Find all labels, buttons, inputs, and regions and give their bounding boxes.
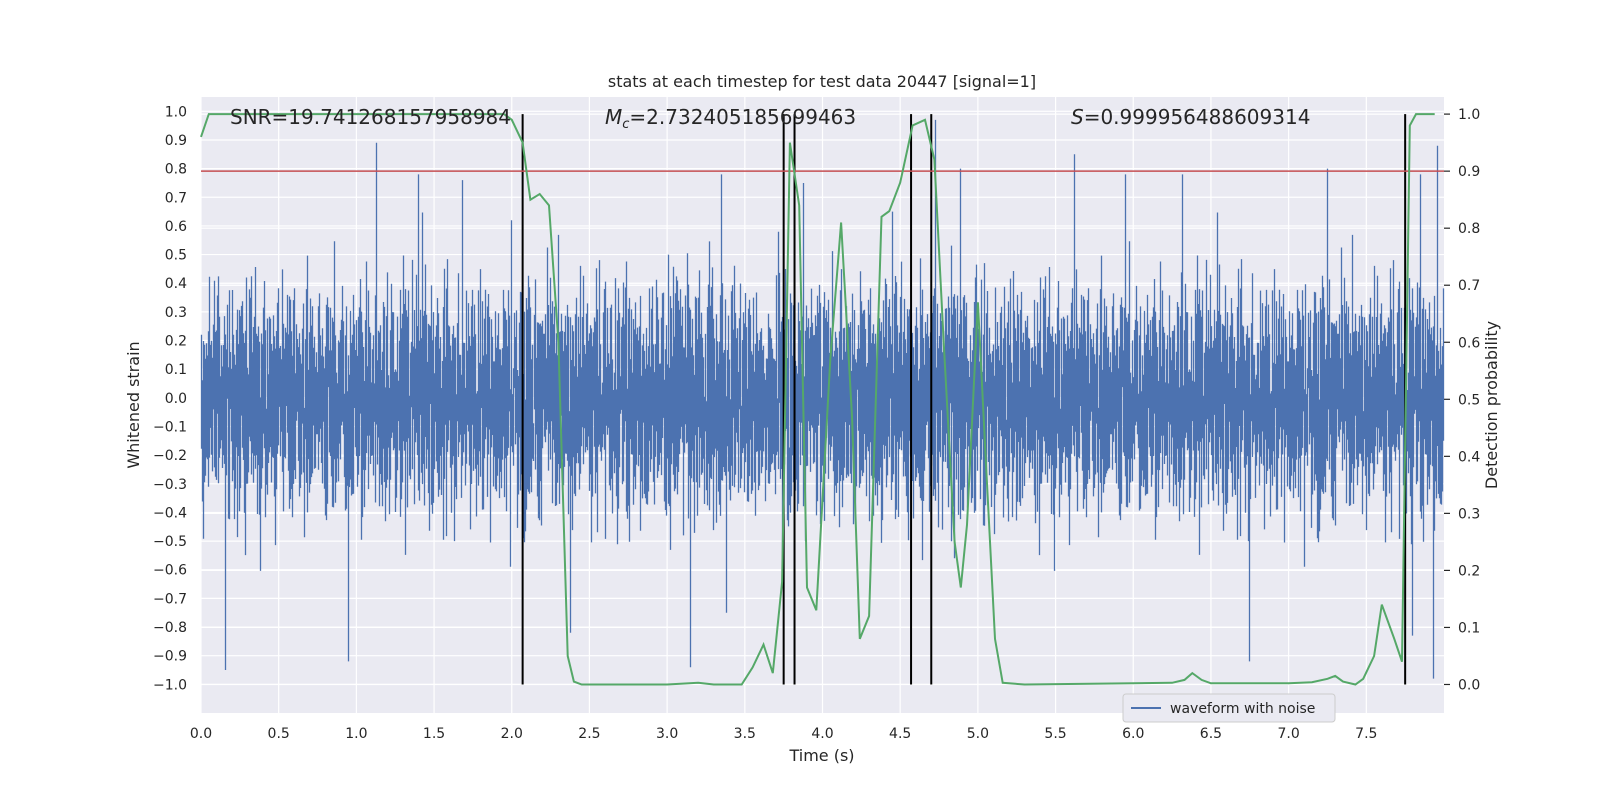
y-tick-label-right: 0.5 xyxy=(1458,392,1480,408)
x-tick-label: 7.0 xyxy=(1277,726,1299,742)
y-axis-label-left: Whitened strain xyxy=(124,341,143,468)
y-tick-label-left: −0.5 xyxy=(153,534,187,550)
legend-box xyxy=(1122,693,1336,723)
x-tick-label: 3.0 xyxy=(656,726,678,742)
x-tick-label: 6.5 xyxy=(1200,726,1222,742)
x-tick-label: 0.5 xyxy=(268,726,290,742)
y-tick-label-left: 0.2 xyxy=(165,334,187,350)
waveform-trace xyxy=(200,119,1445,679)
y-tick-label-left: −0.1 xyxy=(153,419,187,435)
y-tick-label-left: −0.6 xyxy=(153,563,187,579)
x-tick-label: 2.0 xyxy=(501,726,523,742)
y-tick-label-left: 0.6 xyxy=(165,219,187,235)
y-tick-label-left: 1.0 xyxy=(165,104,187,120)
y-tick-label-right: 0.1 xyxy=(1458,620,1480,636)
x-tick-label: 6.0 xyxy=(1122,726,1144,742)
chirp-mass-subscript: c xyxy=(622,117,629,132)
score-value: =0.999956488609314 xyxy=(1084,105,1311,129)
x-tick-label: 1.5 xyxy=(423,726,445,742)
chart-title: stats at each timestep for test data 204… xyxy=(608,72,1036,91)
legend-label-waveform: waveform with noise xyxy=(1170,701,1315,717)
x-tick-label: 2.5 xyxy=(578,726,600,742)
x-tick-label: 7.5 xyxy=(1355,726,1377,742)
score-symbol: S xyxy=(1071,105,1084,129)
detection-probability-series xyxy=(200,113,1435,686)
y-tick-label-left: 0.4 xyxy=(165,276,187,292)
snr-annotation: SNR=19.741268157958984 xyxy=(230,105,511,129)
y-tick-label-left: −0.2 xyxy=(153,448,187,464)
y-axis-label-right: Detection probability xyxy=(1482,321,1501,489)
chirp-mass-value: =2.732405185699463 xyxy=(629,105,856,129)
y-tick-label-left: 0.7 xyxy=(165,190,187,206)
y-tick-label-right: 0.8 xyxy=(1458,221,1480,237)
x-tick-label: 5.0 xyxy=(967,726,989,742)
axes: 0.0 0.5 1.0 1.5 2.0 2.5 3.0 3.5 4.0 4.5 5.0 5.5 6.0 6… xyxy=(153,104,1480,742)
x-tick-label: 4.0 xyxy=(811,726,833,742)
chirp-mass-symbol: M xyxy=(605,105,622,129)
y-tick-label-left: 0.8 xyxy=(165,162,187,178)
score-annotation: S=0.999956488609314 xyxy=(1071,105,1310,129)
y-tick-label-left: 0.1 xyxy=(165,362,187,378)
y-tick-label-right: 0.2 xyxy=(1458,563,1480,579)
y-tick-label-right: 1.0 xyxy=(1458,107,1480,123)
y-tick-label-right: 0.3 xyxy=(1458,506,1480,522)
y-tick-label-left: −0.8 xyxy=(153,620,187,636)
x-axis-label: Time (s) xyxy=(788,746,854,765)
x-tick-label: 5.5 xyxy=(1044,726,1066,742)
y-tick-label-left: −0.7 xyxy=(153,591,187,607)
y-tick-label-left: −0.4 xyxy=(153,505,187,521)
x-tick-label: 1.0 xyxy=(345,726,367,742)
y-tick-label-right: 0.0 xyxy=(1458,677,1480,693)
y-tick-label-left: 0.9 xyxy=(165,133,187,149)
y-tick-label-right: 0.9 xyxy=(1458,164,1480,180)
y-tick-label-left: 0.3 xyxy=(165,305,187,321)
detection-probability-line xyxy=(200,113,1435,686)
y-tick-label-right: 0.7 xyxy=(1458,278,1480,294)
y-tick-label-left: 0.0 xyxy=(165,391,187,407)
y-tick-label-left: −0.3 xyxy=(153,477,187,493)
x-tick-label: 3.5 xyxy=(734,726,756,742)
x-tick-label: 4.5 xyxy=(889,726,911,742)
x-tick-label: 0.0 xyxy=(190,726,212,742)
waveform-series xyxy=(200,119,1445,679)
y-tick-label-left: −1.0 xyxy=(153,677,187,693)
y-tick-label-right: 0.6 xyxy=(1458,335,1480,351)
chirp-mass-annotation: Mc=2.732405185699463 xyxy=(605,105,856,132)
y-tick-label-left: −0.9 xyxy=(153,649,187,665)
legend: waveform with noise xyxy=(1122,693,1336,723)
y-tick-label-right: 0.4 xyxy=(1458,449,1480,465)
y-tick-label-left: 0.5 xyxy=(165,248,187,264)
